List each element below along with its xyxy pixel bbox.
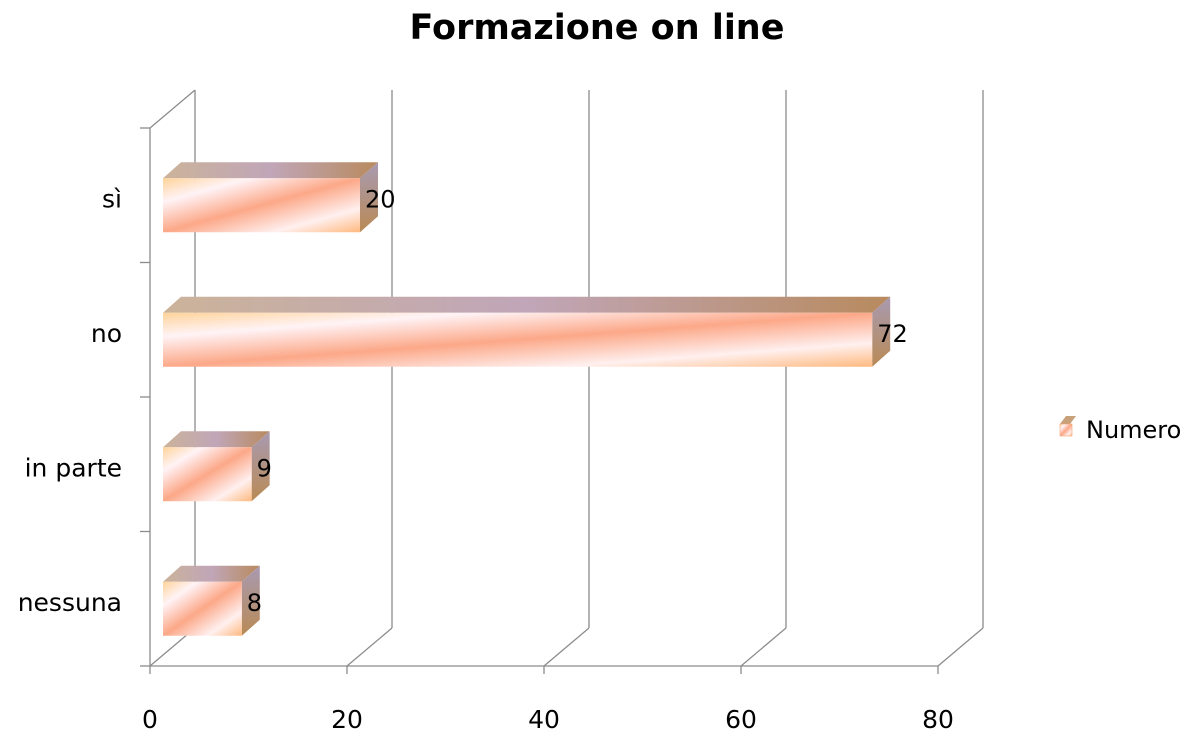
x-tick-label: 40 — [528, 705, 560, 733]
bar-top-face — [163, 565, 260, 582]
bar-end-face — [251, 431, 270, 502]
bar — [163, 581, 242, 636]
y-tick-label: nessuna — [18, 588, 122, 617]
x-tick-label: 80 — [922, 705, 954, 733]
y-tick-label: no — [91, 319, 122, 348]
bar — [163, 178, 360, 233]
x-tick-label: 60 — [725, 705, 757, 733]
legend-swatch-top — [1060, 416, 1076, 424]
bar-end-face — [360, 162, 378, 233]
y-tick-label: in parte — [25, 453, 122, 482]
data-label: 20 — [365, 185, 396, 213]
wall-top-edge — [149, 89, 196, 129]
bar-end-face — [872, 296, 891, 367]
legend: Numero — [1059, 416, 1181, 444]
chart-title: Formazione on line — [409, 8, 785, 48]
data-label: 8 — [247, 589, 262, 617]
bar — [163, 447, 252, 502]
bar-top-face — [163, 296, 891, 313]
floor-line — [740, 627, 787, 667]
x-tick-label: 0 — [142, 705, 158, 733]
legend-swatch — [1059, 423, 1073, 437]
floor-line — [937, 627, 984, 667]
y-tick-label: sì — [102, 184, 122, 213]
bar-end-face — [241, 565, 260, 636]
floor-line — [543, 627, 590, 667]
x-tick-label: 20 — [331, 705, 363, 733]
legend-label: Numero — [1086, 416, 1181, 444]
bar-top-face — [163, 162, 378, 179]
labels: 0 20 40 60 80 20 sì 72 no 9 in parte 8 nessuna — [18, 184, 954, 733]
data-label: 9 — [257, 454, 272, 482]
floor-line — [346, 627, 393, 667]
data-label: 72 — [877, 320, 908, 348]
bars — [163, 162, 891, 636]
bar-top-face — [163, 431, 270, 448]
bar — [163, 312, 873, 367]
